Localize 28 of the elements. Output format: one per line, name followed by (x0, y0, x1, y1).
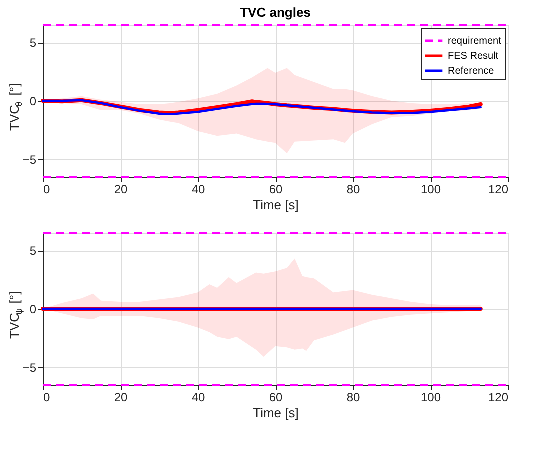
y-tick-label: 0 (30, 94, 37, 108)
x-tick-label: 80 (346, 182, 360, 196)
y-axis-title: TVCθ [°] (7, 83, 24, 131)
legend-label: FES Result (448, 51, 499, 62)
x-tick-label: 0 (44, 390, 50, 404)
x-tick-label: 40 (192, 390, 206, 404)
x-tick-label: 120 (488, 182, 509, 196)
x-tick-label: 100 (420, 182, 442, 196)
x-tick-label: 60 (269, 182, 283, 196)
x-tick-label: 60 (269, 390, 283, 404)
x-axis-title: Time [s] (253, 198, 299, 212)
x-tick-label: 20 (114, 182, 128, 196)
x-tick-label: 80 (346, 390, 360, 404)
legend-label: requirement (448, 36, 502, 47)
chart-title: TVC angles (240, 5, 311, 20)
y-tick-label: 5 (30, 36, 37, 50)
x-tick-label: 0 (44, 182, 50, 196)
x-axis-title: Time [s] (253, 406, 299, 420)
x-tick-label: 100 (420, 390, 442, 404)
x-tick-label: 40 (192, 182, 206, 196)
y-tick-label: −5 (22, 152, 37, 167)
legend-label: Reference (448, 66, 495, 77)
y-tick-label: 0 (30, 302, 37, 316)
x-tick-label: 120 (488, 390, 509, 404)
x-tick-label: 20 (114, 390, 128, 404)
y-tick-label: −5 (22, 360, 37, 375)
y-tick-label: 5 (30, 244, 37, 258)
y-axis-title: TVCψ [°] (7, 291, 24, 339)
